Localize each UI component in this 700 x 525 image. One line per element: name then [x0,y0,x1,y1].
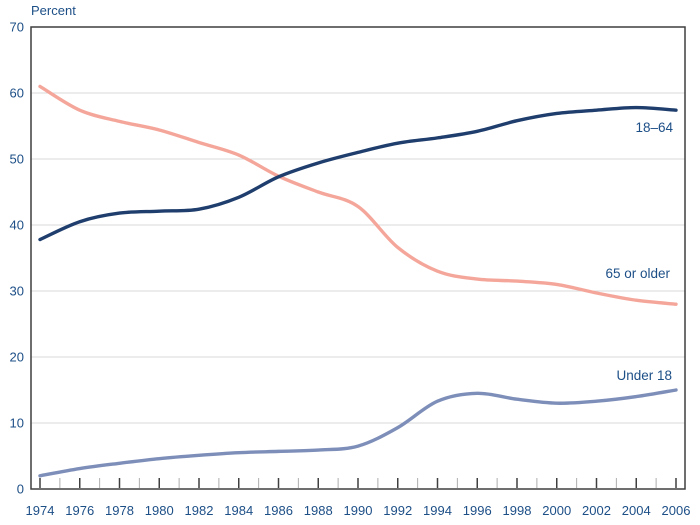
plot-frame [30,26,686,490]
x-tick-label: 2002 [582,503,611,518]
x-tick-label: 1986 [264,503,293,518]
series-line-under-18 [38,388,678,478]
x-tick-label: 1998 [503,503,532,518]
y-tick-label: 70 [10,20,24,35]
series-line-18-64 [38,105,678,242]
y-axis-title: Percent [31,3,76,18]
series-label-under-18: Under 18 [616,368,672,383]
x-tick-label: 1984 [224,503,253,518]
x-tick-label: 1992 [383,503,412,518]
x-tick-label: 1976 [65,503,94,518]
x-tick-label: 1980 [145,503,174,518]
y-tick-label: 0 [17,482,24,497]
x-tick-label: 1978 [105,503,134,518]
series-label-65-or-older: 65 or older [605,266,670,281]
y-tick-label: 10 [10,416,24,431]
x-tick-label: 2000 [542,503,571,518]
y-tick-label: 50 [10,152,24,167]
series-line-65-or-older [38,84,678,306]
x-tick-label: 1974 [26,503,55,518]
series-label-18-64: 18–64 [635,120,673,135]
y-tick-label: 40 [10,218,24,233]
y-tick-label: 60 [10,86,24,101]
x-tick-label: 1996 [463,503,492,518]
y-tick-label: 30 [10,284,24,299]
x-tick-label: 2006 [662,503,691,518]
x-tick-label: 1994 [423,503,452,518]
x-tick-label: 1988 [304,503,333,518]
x-tick-label: 1982 [185,503,214,518]
x-tick-label: 2004 [622,503,651,518]
y-tick-label: 20 [10,350,24,365]
x-tick-label: 1990 [344,503,373,518]
